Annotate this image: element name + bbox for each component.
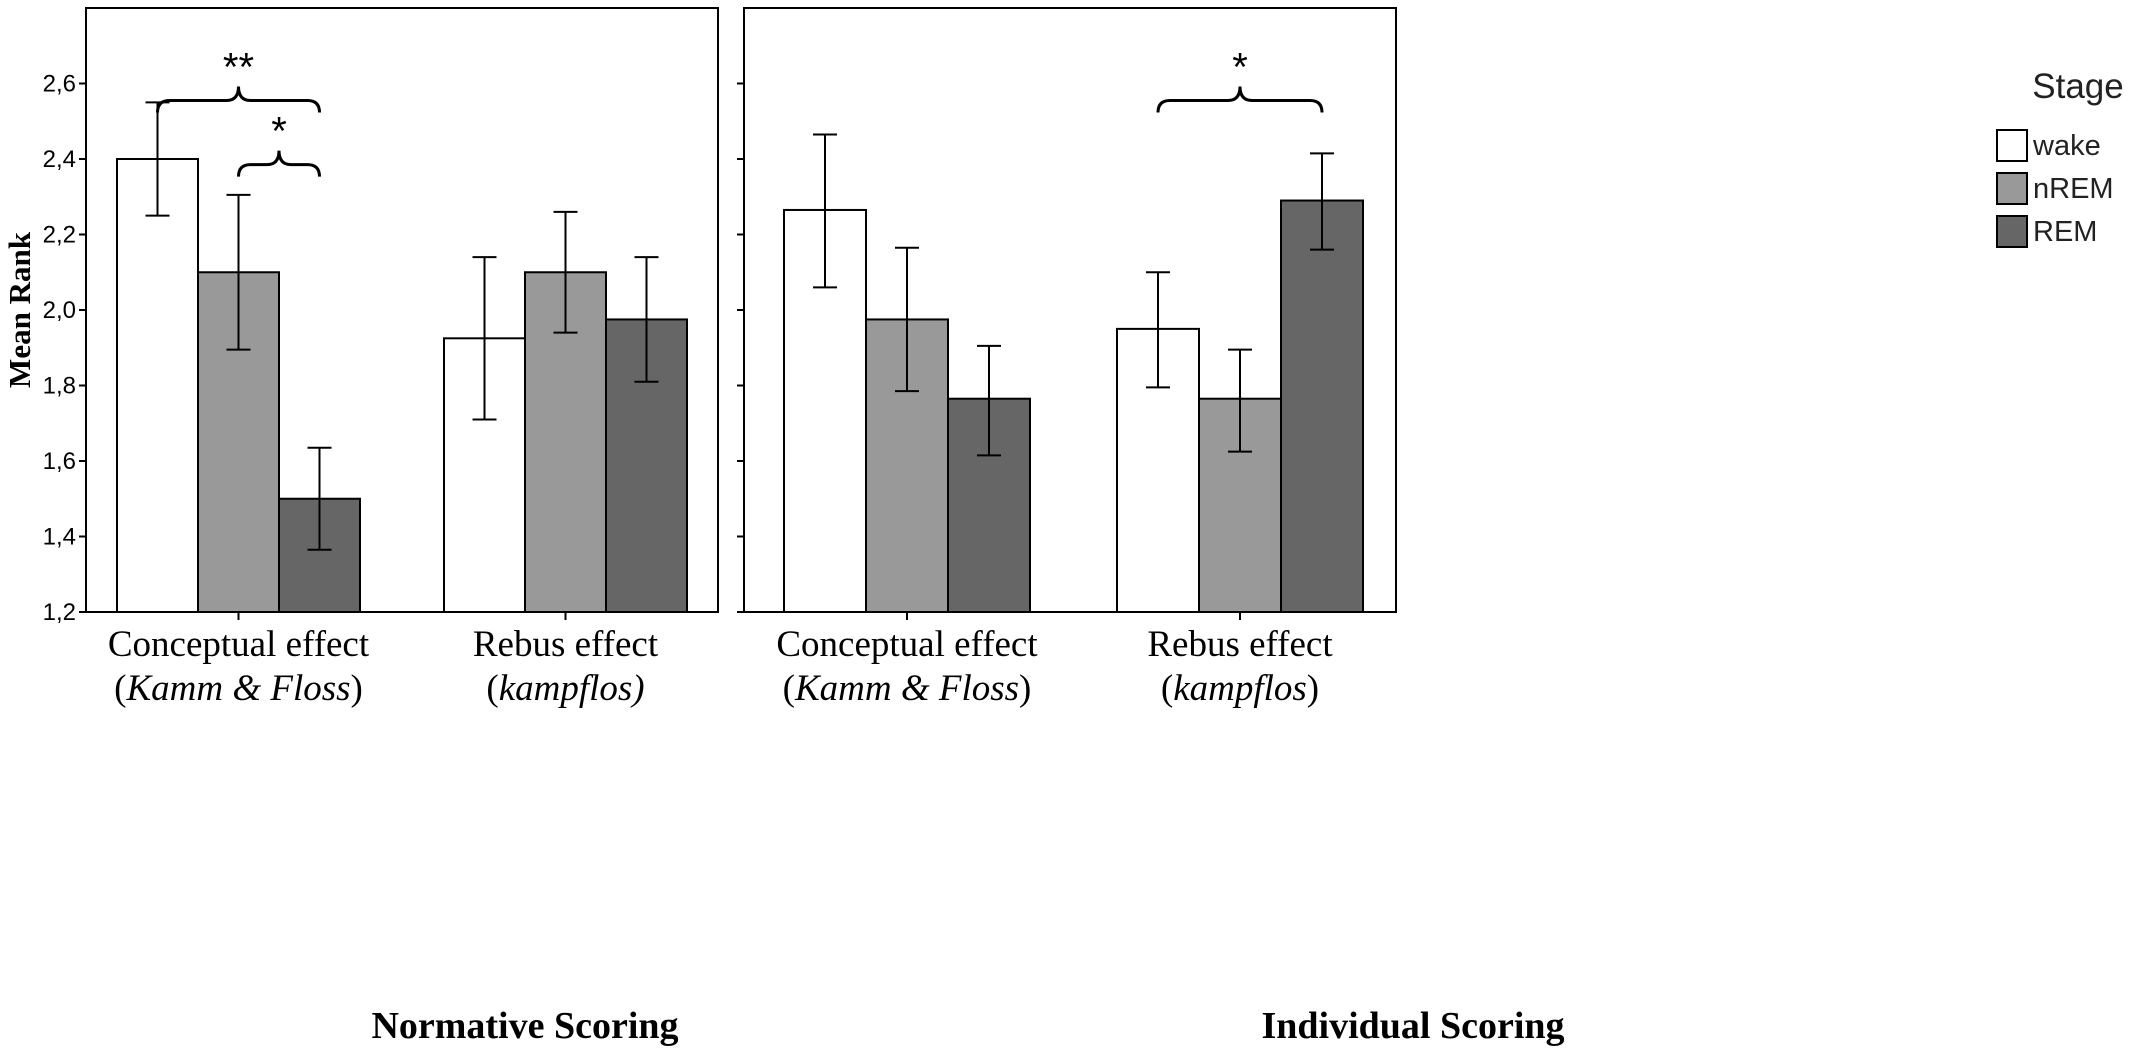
panel-individual: Conceptual effect(Kamm & Floss)Rebus eff… — [737, 7, 1565, 1047]
legend-swatch-REM — [1996, 215, 2028, 248]
y-axis-label: Mean Rank — [2, 231, 37, 388]
y-tick-label: 1,2 — [43, 599, 76, 626]
category-sublabel-italic: kampflos) — [499, 668, 645, 709]
y-tick-label: 1,6 — [43, 448, 76, 475]
y-tick-label: 2,4 — [43, 146, 76, 173]
category-label: Rebus effect — [473, 624, 659, 665]
y-tick-label: 2,2 — [43, 222, 76, 249]
category-sublabel-paren: ) — [1019, 668, 1031, 709]
category-sublabel-paren: ( — [783, 668, 795, 709]
panel-title: Normative Scoring — [371, 1005, 678, 1047]
panel-title: Individual Scoring — [1261, 1005, 1564, 1047]
category-sublabel: (kampflos) — [1161, 668, 1319, 709]
y-tick-label: 2,6 — [43, 71, 76, 98]
panel-normative: Conceptual effect(Kamm & Floss)Rebus eff… — [79, 7, 719, 1047]
legend-swatch-wake — [1996, 129, 2028, 162]
category-sublabel-italic: Kamm & Floss — [125, 668, 350, 709]
category-sublabel: (Kamm & Floss) — [783, 668, 1032, 709]
legend-label-REM: REM — [2033, 216, 2097, 248]
category-sublabel-paren: ) — [351, 668, 363, 709]
category-sublabel-paren: ) — [1307, 668, 1319, 709]
legend-label-nREM: nREM — [2033, 173, 2114, 205]
significance-brace — [1156, 86, 1324, 113]
significance-marker: * — [271, 110, 287, 154]
significance-marker: * — [1232, 45, 1248, 89]
category-sublabel: (kampflos) — [486, 668, 644, 709]
category-sublabel-paren: ( — [1161, 668, 1173, 709]
y-tick-label: 1,8 — [43, 373, 76, 400]
category-sublabel: (Kamm & Floss) — [114, 668, 363, 709]
significance-brace — [237, 150, 321, 177]
legend-title: Stage — [2032, 67, 2123, 106]
category-label: Conceptual effect — [108, 624, 370, 665]
category-sublabel-italic: Kamm & Floss — [794, 668, 1019, 709]
category-label: Rebus effect — [1147, 624, 1333, 665]
category-label: Conceptual effect — [776, 624, 1038, 665]
bar-REM — [1280, 199, 1364, 613]
legend-swatch-nREM — [1996, 172, 2028, 205]
category-sublabel-italic: kampflos — [1173, 668, 1307, 709]
legend-label-wake: wake — [2032, 130, 2101, 162]
y-tick-label: 1,4 — [43, 524, 76, 551]
significance-brace — [156, 86, 321, 113]
y-tick-label: 2,0 — [43, 297, 76, 324]
bar-wake — [116, 158, 199, 613]
significance-marker: ** — [223, 45, 254, 89]
legend: Stage wake nREM REM — [1996, 67, 2124, 248]
category-sublabel-paren: ( — [486, 668, 498, 709]
category-sublabel-paren: ( — [114, 668, 126, 709]
